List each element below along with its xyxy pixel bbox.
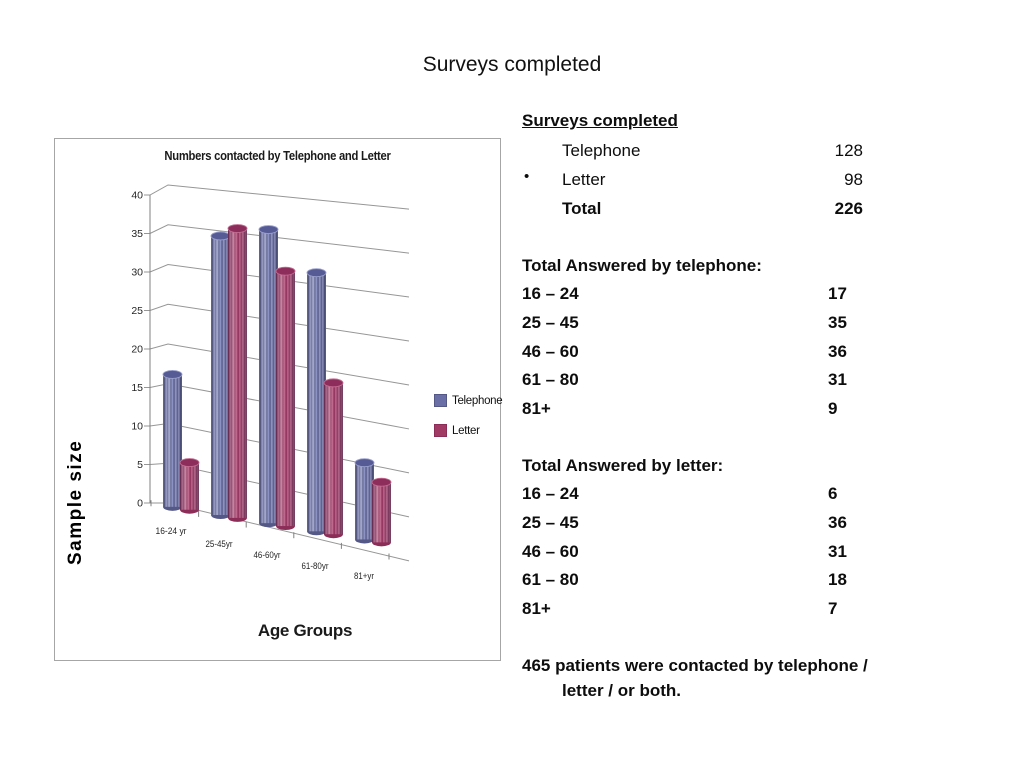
panel-row-letter: • Letter 98 bbox=[522, 168, 867, 192]
count: 36 bbox=[828, 342, 847, 361]
table-row: 81+ 9 bbox=[522, 399, 867, 421]
bar-letter-2 bbox=[275, 266, 296, 531]
y-tick-label: 35 bbox=[131, 228, 143, 240]
footer-line-2: letter / or both. bbox=[562, 681, 681, 700]
count: 7 bbox=[828, 599, 838, 618]
legend-swatch-telephone bbox=[434, 394, 447, 407]
row-value: 98 bbox=[844, 170, 863, 189]
panel-row-telephone: Telephone 128 bbox=[522, 141, 867, 163]
gridline-0 bbox=[144, 502, 410, 562]
legend-swatch-letter bbox=[434, 424, 447, 437]
age-range: 81+ bbox=[522, 399, 551, 418]
panel-header: Surveys completed bbox=[522, 111, 678, 130]
bar-letter-3 bbox=[323, 378, 344, 539]
x-axis-title: Age Groups bbox=[257, 621, 353, 640]
table-row: 25 – 45 35 bbox=[522, 313, 867, 335]
table-row: 61 – 80 31 bbox=[522, 370, 867, 392]
row-label: Letter bbox=[562, 170, 606, 189]
table-row: 61 – 80 18 bbox=[522, 570, 867, 592]
x-category-label: 61-80yr bbox=[302, 561, 329, 572]
count: 35 bbox=[828, 313, 847, 332]
age-range: 16 – 24 bbox=[522, 484, 579, 503]
section-heading-telephone: Total Answered by telephone: bbox=[522, 256, 762, 275]
table-row: 16 – 24 6 bbox=[522, 484, 867, 506]
x-category-label: 81+yr bbox=[354, 571, 374, 582]
bar-letter-4 bbox=[371, 477, 392, 547]
count: 31 bbox=[828, 542, 847, 561]
y-tick-label: 5 bbox=[137, 459, 143, 471]
count: 17 bbox=[828, 284, 847, 303]
age-range: 46 – 60 bbox=[522, 542, 579, 561]
gridline-35 bbox=[144, 224, 410, 254]
count: 31 bbox=[828, 370, 847, 389]
legend-item-telephone: Telephone bbox=[434, 394, 503, 407]
row-value: 128 bbox=[834, 141, 863, 160]
count: 36 bbox=[828, 513, 847, 532]
bar-telephone-4 bbox=[354, 458, 375, 544]
bar-telephone-2 bbox=[258, 225, 279, 528]
table-row: 46 – 60 36 bbox=[522, 342, 867, 364]
age-range: 81+ bbox=[522, 599, 551, 618]
age-range: 61 – 80 bbox=[522, 370, 579, 389]
legend-label-telephone: Telephone bbox=[452, 394, 503, 407]
table-row: 25 – 45 36 bbox=[522, 513, 867, 535]
bar-telephone-3 bbox=[306, 268, 327, 536]
footer-line-1: 465 patients were contacted by telephone… bbox=[522, 656, 868, 675]
chart-frame: Numbers contacted by Telephone and Lette… bbox=[54, 138, 503, 661]
y-tick-label: 10 bbox=[131, 421, 143, 433]
x-category-label: 16-24 yr bbox=[156, 526, 187, 537]
y-tick-label: 25 bbox=[131, 305, 143, 317]
age-range: 25 – 45 bbox=[522, 313, 579, 332]
panel-row-total: Total 226 bbox=[522, 199, 867, 221]
age-range: 61 – 80 bbox=[522, 570, 579, 589]
age-range: 25 – 45 bbox=[522, 513, 579, 532]
count: 9 bbox=[828, 399, 838, 418]
chart-title: Numbers contacted by Telephone and Lette… bbox=[164, 149, 391, 163]
bar-telephone-0 bbox=[162, 370, 183, 511]
row-label: Telephone bbox=[562, 141, 641, 160]
bullet-icon: • bbox=[524, 168, 530, 185]
table-row: 46 – 60 31 bbox=[522, 542, 867, 564]
bar-letter-1 bbox=[227, 224, 248, 522]
x-category-label: 25-45yr bbox=[206, 539, 233, 550]
y-tick-label: 15 bbox=[131, 382, 143, 394]
age-range: 46 – 60 bbox=[522, 342, 579, 361]
row-value: 226 bbox=[834, 199, 863, 218]
y-tick-label: 40 bbox=[131, 190, 143, 202]
bar-chart-3d: 0 5 10 15 20 25 30 35 40 16-24 yr 25-45yr 46-60yr 61… bbox=[131, 184, 410, 582]
gridline-40 bbox=[144, 184, 410, 210]
y-tick-label: 0 bbox=[137, 498, 143, 510]
table-row: 16 – 24 17 bbox=[522, 284, 867, 306]
bar-letter-0 bbox=[179, 458, 200, 514]
slide-title: Surveys completed bbox=[422, 53, 602, 76]
legend-label-letter: Letter bbox=[452, 424, 480, 437]
row-label: Total bbox=[562, 199, 602, 218]
bar-telephone-1 bbox=[210, 231, 231, 519]
count: 6 bbox=[828, 484, 838, 503]
section-heading-letter: Total Answered by letter: bbox=[522, 456, 724, 475]
table-row: 81+ 7 bbox=[522, 599, 867, 621]
y-tick-label: 20 bbox=[131, 344, 143, 356]
x-category-label: 46-60yr bbox=[254, 550, 281, 561]
y-tick-label: 30 bbox=[131, 267, 143, 279]
age-range: 16 – 24 bbox=[522, 284, 579, 303]
count: 18 bbox=[828, 570, 847, 589]
legend-item-letter: Letter bbox=[434, 424, 480, 437]
